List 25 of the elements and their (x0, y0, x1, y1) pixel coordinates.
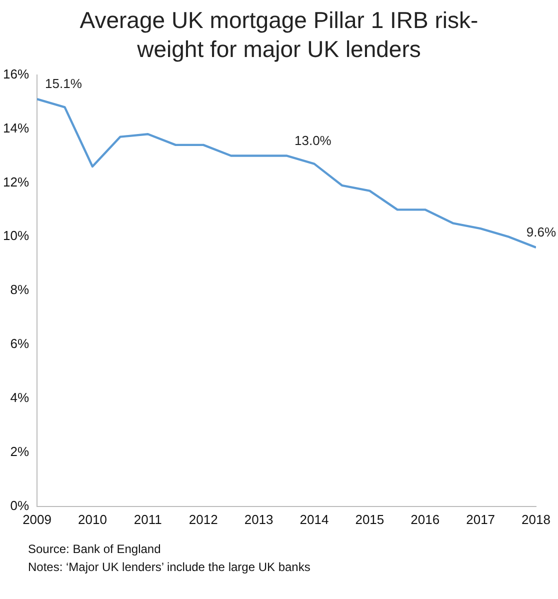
x-tick-label: 2016 (410, 511, 440, 526)
source-note: Source: Bank of England (28, 540, 162, 558)
y-tick-label: 2% (10, 444, 30, 459)
x-tick-label: 2018 (522, 511, 550, 526)
y-tick-label: 10% (2, 228, 30, 243)
x-tick-label: 2010 (78, 511, 107, 526)
y-tick-label: 12% (2, 174, 30, 189)
data-label: 15.1% (45, 76, 82, 91)
x-tick-label: 2009 (22, 511, 52, 526)
x-tick-label: 2017 (466, 511, 496, 526)
x-tick-label: 2013 (244, 511, 274, 526)
data-label: 13.0% (294, 132, 332, 148)
y-tick-label: 14% (2, 120, 30, 135)
data-label: 9.6% (526, 224, 556, 240)
y-tick-label: 6% (10, 336, 30, 351)
text: Notes: ‘Major UK lenders’ include the large UK banks (28, 558, 312, 576)
x-tick-label: 2011 (134, 511, 162, 526)
chart-title: Average UK mortgage Pillar 1 IRB risk-weight for major UK lenders (78, 6, 480, 64)
y-tick-label: 4% (10, 390, 30, 405)
x-tick-label: 2015 (355, 511, 384, 526)
y-tick-label: 0% (10, 497, 30, 512)
y-tick-label: 16% (2, 66, 30, 81)
x-tick-label: 2014 (300, 511, 329, 526)
x-tick-label: 2012 (188, 511, 218, 526)
y-tick-label: 8% (10, 282, 30, 297)
